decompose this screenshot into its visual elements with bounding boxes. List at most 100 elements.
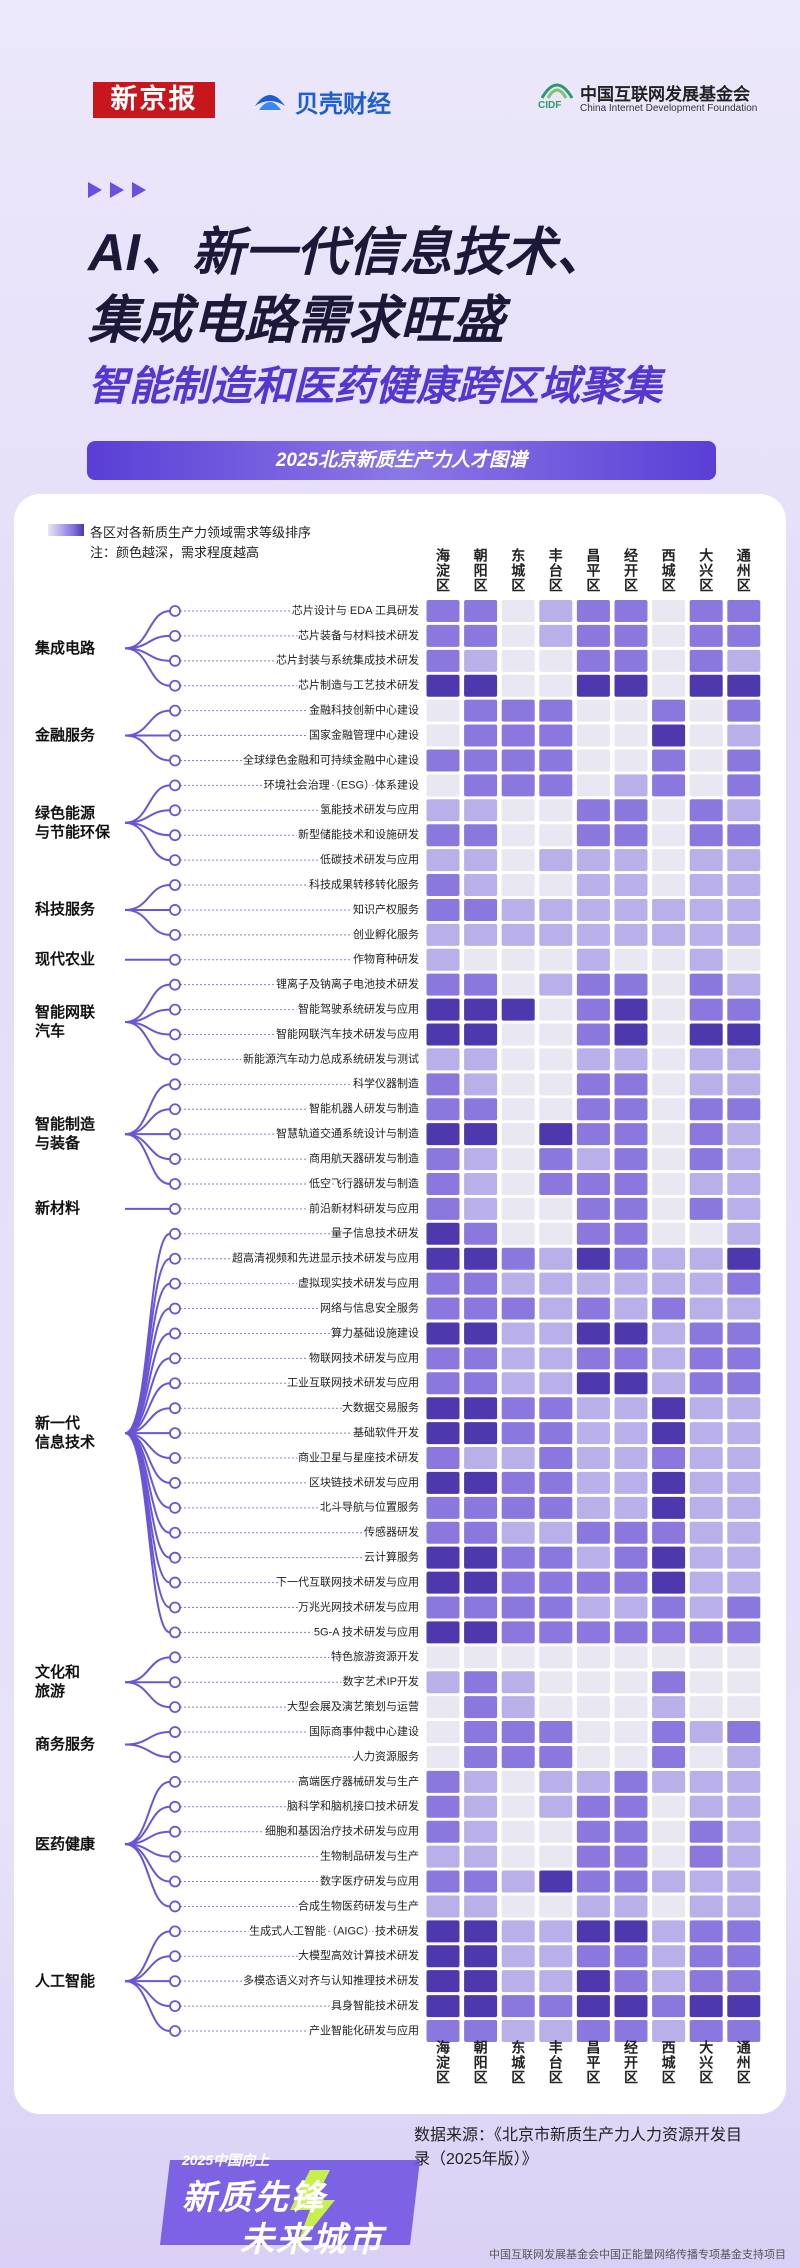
- district-header: 经开区: [623, 548, 639, 593]
- source: 数据来源：《北京市新质生产力人力资源开发目录（2025年版）》: [414, 2127, 743, 2168]
- logo-cidf-cn: 中国互联网发展基金会: [580, 85, 750, 104]
- cell: [501, 1397, 535, 1420]
- district-header: 海淀区: [435, 548, 451, 593]
- cell: [614, 898, 648, 921]
- cell: [689, 1322, 723, 1345]
- cell: [727, 774, 761, 797]
- cell: [727, 1596, 761, 1619]
- node: [169, 2000, 181, 2012]
- cell: [464, 1745, 498, 1768]
- cell: [614, 1222, 648, 1245]
- row-label: 传感器研发: [364, 1525, 419, 1539]
- cell: [689, 973, 723, 996]
- branch: [124, 1843, 171, 1908]
- row-label: 大数据交易服务: [342, 1400, 419, 1414]
- badge-line: 新质先锋: [182, 2179, 326, 2217]
- cell: [614, 1172, 648, 1195]
- cell: [689, 1098, 723, 1121]
- row-label: 虚拟现实技术研发与应用: [298, 1276, 419, 1290]
- cell: [501, 1571, 535, 1594]
- cell: [576, 1721, 610, 1744]
- node: [169, 928, 181, 941]
- district-footer: 丰台区: [547, 2040, 564, 2085]
- cell: [576, 1123, 610, 1146]
- cell: [539, 1148, 573, 1171]
- cell: [426, 1471, 460, 1494]
- cell: [614, 724, 648, 747]
- cell: [539, 948, 573, 971]
- node: [169, 1302, 181, 1315]
- cell: [576, 874, 610, 897]
- district-footer: 昌平区: [585, 2040, 602, 2085]
- cell: [539, 998, 573, 1021]
- cell: [652, 948, 686, 971]
- cell: [464, 1696, 498, 1719]
- row-label: 数字艺术IP开发: [343, 1674, 419, 1688]
- cell: [426, 1521, 460, 1544]
- branch: [124, 647, 171, 687]
- district-header: 通州区: [735, 548, 752, 593]
- cell: [501, 1447, 535, 1470]
- node: [169, 1601, 181, 1614]
- row-label: 国家金融管理中心建设: [309, 727, 419, 741]
- badge-top: 2025中国向上: [182, 2152, 270, 2168]
- cell: [614, 1621, 648, 1644]
- cell: [614, 1646, 648, 1669]
- cell: [539, 1496, 573, 1519]
- cell: [426, 824, 460, 847]
- logo-beike: 贝壳财经: [295, 91, 391, 118]
- cell: [652, 1471, 686, 1494]
- cell: [727, 1172, 761, 1195]
- row-label: 生物制品研发与生产: [320, 1849, 419, 1863]
- cell: [464, 1895, 498, 1918]
- cell: [727, 1222, 761, 1245]
- node: [169, 1452, 181, 1464]
- cell: [689, 1546, 723, 1569]
- cell: [501, 1148, 535, 1171]
- node: [169, 1277, 181, 1290]
- cell: [464, 1770, 498, 1793]
- cell: [689, 1023, 723, 1046]
- node: [169, 1103, 181, 1116]
- cell: [464, 1372, 498, 1395]
- cell: [614, 649, 648, 672]
- cell: [576, 1646, 610, 1669]
- cell: [727, 749, 761, 772]
- row-label: 低空飞行器研发与制造: [309, 1176, 419, 1190]
- cell: [501, 774, 535, 797]
- cell: [614, 948, 648, 971]
- node: [169, 1825, 181, 1838]
- node: [169, 1576, 181, 1589]
- cell: [727, 1770, 761, 1793]
- row-label: 超高清视频和先进显示技术研发与应用: [232, 1251, 419, 1265]
- cell: [539, 1322, 573, 1345]
- cell: [576, 1770, 610, 1793]
- cell: [501, 1347, 535, 1370]
- cell: [727, 1671, 761, 1694]
- cell: [727, 1945, 761, 1968]
- branch: [124, 1021, 171, 1061]
- node: [169, 953, 181, 966]
- cell: [576, 824, 610, 847]
- cell: [576, 1870, 610, 1893]
- row-label: 商业卫星与星座技术研发: [298, 1450, 419, 1464]
- logo-icon: [540, 83, 574, 99]
- cell: [727, 1123, 761, 1146]
- cell: [426, 1073, 460, 1096]
- cell: [501, 1646, 535, 1669]
- cell: [689, 1073, 723, 1096]
- cell: [614, 998, 648, 1021]
- cell: [464, 1447, 498, 1470]
- cell: [464, 1222, 498, 1245]
- district-footer: 通州区: [735, 2040, 752, 2085]
- cell: [652, 898, 686, 921]
- cell: [539, 923, 573, 946]
- cell: [652, 724, 686, 747]
- cell: [652, 1770, 686, 1793]
- cell: [689, 1123, 723, 1146]
- cell: [652, 1995, 686, 2018]
- cell: [426, 1048, 460, 1071]
- row-label: 区块链技术研发与应用: [309, 1475, 419, 1489]
- cell: [727, 699, 761, 722]
- cell: [576, 923, 610, 946]
